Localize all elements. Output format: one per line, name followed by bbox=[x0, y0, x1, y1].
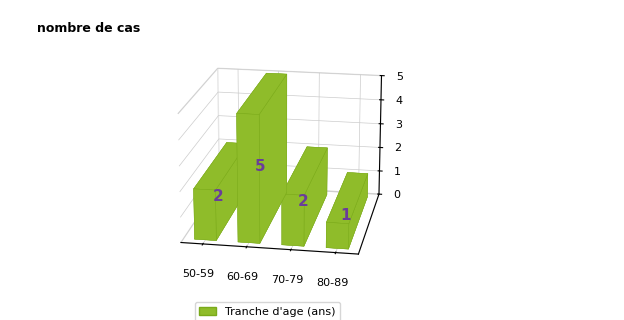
Text: nombre de cas: nombre de cas bbox=[37, 22, 140, 36]
Legend: Tranche d'age (ans): Tranche d'age (ans) bbox=[195, 302, 340, 320]
